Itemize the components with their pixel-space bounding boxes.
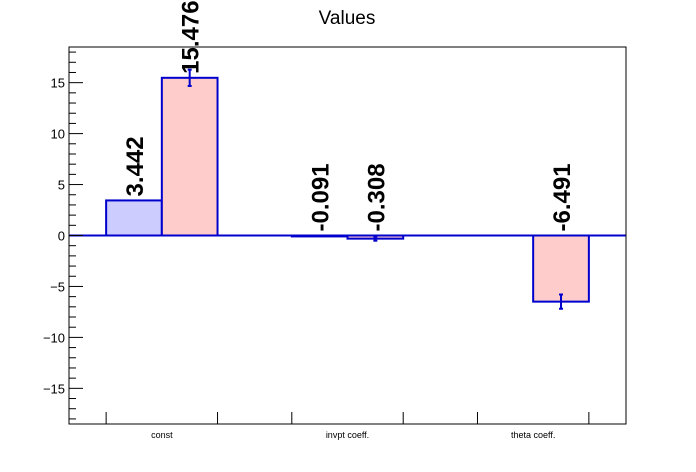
y-tick-label: −10 <box>43 330 65 345</box>
x-category-label: theta coeff. <box>511 430 555 440</box>
y-tick-label: −15 <box>43 381 65 396</box>
y-axis: −15 −10 −5 0 5 10 15 <box>43 51 83 420</box>
y-tick-label: 0 <box>58 229 65 244</box>
data-label-2-1: 15.476 <box>178 0 205 73</box>
y-tick-label: −5 <box>50 279 65 294</box>
data-label-1-1: 3.442 <box>122 136 149 196</box>
y-tick-label: 10 <box>51 127 65 142</box>
data-label-2-3: -6.491 <box>549 163 576 231</box>
data-label-2-2: -0.308 <box>363 163 390 231</box>
bar-2-3 <box>532 234 590 303</box>
error-bars-layer <box>187 68 564 310</box>
bar-2-1 <box>160 76 219 237</box>
x-category-label: invpt coeff. <box>326 430 369 440</box>
data-label-1-2: -0.091 <box>308 163 335 231</box>
x-axis: const invpt coeff. theta coeff. <box>105 412 590 440</box>
y-tick-label: 5 <box>58 178 65 193</box>
chart-title: Values <box>319 8 376 29</box>
y-tick-label: 15 <box>51 76 65 91</box>
bar-1-1 <box>105 199 163 237</box>
data-labels-layer: 3.442 -0.091 15.476 -0.308 -6.491 <box>122 0 576 231</box>
x-category-label: const <box>151 430 173 440</box>
bars-layer <box>105 76 590 303</box>
